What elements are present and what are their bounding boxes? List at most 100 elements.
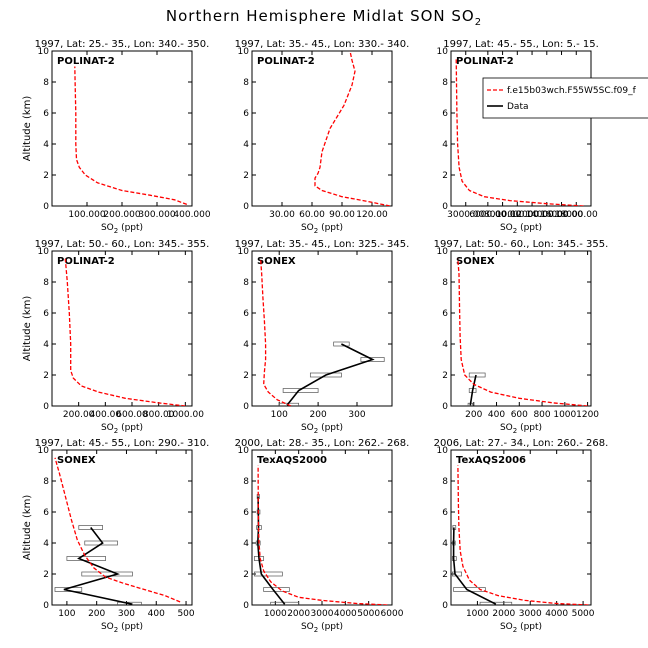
y-tick-label: 6 — [43, 109, 49, 119]
y-axis-label: Altitude (km) — [22, 296, 33, 362]
x-tick-label: 8000.00 — [484, 210, 521, 220]
y-tick-label: 6 — [243, 309, 249, 319]
figure-title-text: Northern Hemisphere Midlat SON SO — [165, 7, 475, 25]
x-tick-label: 90.00 — [329, 210, 355, 220]
y-tick-label: 8 — [442, 477, 448, 487]
y-tick-label: 0 — [243, 202, 249, 212]
y-tick-label: 6 — [43, 508, 49, 518]
x-axis-label-text: SO — [301, 423, 314, 433]
x-tick-label: 1000 — [466, 609, 489, 619]
panel-title: 1997, Lat: 50.- 60., Lon: 345.- 355. — [434, 239, 609, 250]
plot-frame — [251, 50, 393, 207]
panel-9: 2006, Lat: 27.- 34., Lon: 260.- 268. 0 2 4 6… — [434, 438, 609, 634]
y-tick-label: 8 — [442, 278, 448, 288]
x-tick-label: 600.00 — [116, 410, 148, 420]
plot-frame — [450, 250, 592, 407]
panel-3: 1997, Lat: 45.- 55., Lon: 5.- 15. 0 2 4 6 8 10… — [437, 39, 599, 235]
y-tick-label: 2 — [243, 570, 249, 580]
y-tick-label: 10 — [238, 446, 250, 456]
plot-frame — [51, 449, 193, 606]
x-axis-label: SO2 (ppt) — [101, 223, 143, 235]
plot-frame — [51, 250, 193, 407]
x-axis-label-subscript: 2 — [513, 427, 517, 435]
x-axis-label-unit: (ppt) — [318, 223, 343, 233]
y-tick-label: 2 — [243, 171, 249, 181]
y-tick-label: 0 — [442, 402, 448, 412]
x-axis-label-subscript: 2 — [114, 427, 118, 435]
x-tick-label: 5000 — [572, 609, 595, 619]
y-tick-label: 6 — [442, 109, 448, 119]
x-tick-label: 200 — [88, 609, 105, 619]
x-axis-label-subscript: 2 — [513, 227, 517, 235]
y-tick-label: 4 — [442, 340, 448, 350]
y-tick-label: 4 — [243, 539, 249, 549]
x-tick-label: 3000.00 — [447, 210, 484, 220]
obs-error-box — [270, 601, 300, 605]
x-tick-label: 200 — [465, 410, 482, 420]
x-axis-label-unit: (ppt) — [517, 622, 542, 632]
x-axis-label-text: SO — [301, 223, 314, 233]
x-tick-label: 400 — [488, 410, 505, 420]
y-tick-label: 0 — [442, 601, 448, 611]
y-tick-label: 0 — [43, 202, 49, 212]
x-tick-label: 120.00 — [356, 210, 388, 220]
y-tick-label: 6 — [442, 508, 448, 518]
x-axis-label: SO2 (ppt) — [500, 423, 542, 435]
x-tick-label: 3000 — [519, 609, 542, 619]
campaign-label: POLINAT-2 — [57, 56, 115, 67]
panel-title: 1997, Lat: 35.- 45., Lon: 325.- 345. — [235, 239, 410, 250]
obs-error-box — [360, 357, 385, 362]
x-tick-label: 1000 — [553, 410, 576, 420]
x-axis-label-unit: (ppt) — [318, 423, 343, 433]
figure-title: Northern Hemisphere Midlat SON SO2 — [0, 7, 648, 28]
campaign-label: SONEX — [57, 455, 96, 466]
x-tick-label: 14000.00 — [525, 210, 568, 220]
y-axis-label: Altitude (km) — [22, 96, 33, 162]
y-tick-label: 8 — [43, 78, 49, 88]
y-tick-label: 2 — [442, 171, 448, 181]
x-tick-label: 400 — [148, 609, 165, 619]
obs-series-line — [286, 343, 375, 406]
model-series-line — [64, 258, 186, 406]
campaign-label: POLINAT-2 — [456, 56, 514, 67]
x-tick-label: 30.00 — [269, 210, 295, 220]
x-tick-label: 800.00 — [143, 410, 175, 420]
x-tick-label: 100.000 — [68, 210, 105, 220]
x-axis-label-text: SO — [101, 223, 114, 233]
obs-error-box — [66, 556, 106, 561]
x-axis-label-subscript: 2 — [314, 626, 318, 634]
obs-error-box — [117, 601, 142, 605]
panel-2: 1997, Lat: 35.- 45., Lon: 330.- 340. 0 2 4 6… — [235, 39, 410, 235]
x-tick-label: 6000.00 — [469, 210, 506, 220]
x-axis-label: SO2 (ppt) — [500, 223, 542, 235]
y-tick-label: 2 — [243, 371, 249, 381]
x-axis-label-subscript: 2 — [114, 227, 118, 235]
x-axis-label: SO2 (ppt) — [101, 423, 143, 435]
y-tick-label: 8 — [243, 477, 249, 487]
figure-title-subscript: 2 — [474, 17, 483, 28]
x-tick-label: 3000 — [311, 609, 334, 619]
panel-title: 2006, Lat: 27.- 34., Lon: 260.- 268. — [434, 438, 609, 449]
x-axis-label: SO2 (ppt) — [301, 223, 343, 235]
obs-series-line — [256, 496, 286, 605]
x-axis-label-unit: (ppt) — [118, 223, 143, 233]
x-tick-label: 800 — [533, 410, 550, 420]
y-tick-label: 10 — [437, 247, 449, 257]
campaign-label: POLINAT-2 — [57, 256, 115, 267]
y-tick-label: 10 — [238, 247, 250, 257]
y-tick-label: 4 — [442, 140, 448, 150]
model-series-line — [457, 258, 588, 406]
y-tick-label: 8 — [43, 278, 49, 288]
legend-model-label: f.e15b03wch.F55W5SC.f09_f — [507, 86, 637, 96]
panel-5: 1997, Lat: 35.- 45., Lon: 325.- 345. 0 2 4 6… — [235, 239, 410, 435]
x-tick-label: 1000.00 — [167, 410, 204, 420]
campaign-label: TexAQS2000 — [257, 455, 327, 466]
x-tick-label: 12000.00 — [511, 210, 554, 220]
x-tick-label: 200 — [310, 410, 327, 420]
obs-error-box — [81, 571, 133, 577]
y-tick-label: 8 — [243, 278, 249, 288]
plot-frame — [51, 50, 193, 207]
plot-frame — [450, 50, 592, 207]
panel-title: 1997, Lat: 50.- 60., Lon: 345.- 355. — [35, 239, 210, 250]
y-tick-label: 8 — [43, 477, 49, 487]
